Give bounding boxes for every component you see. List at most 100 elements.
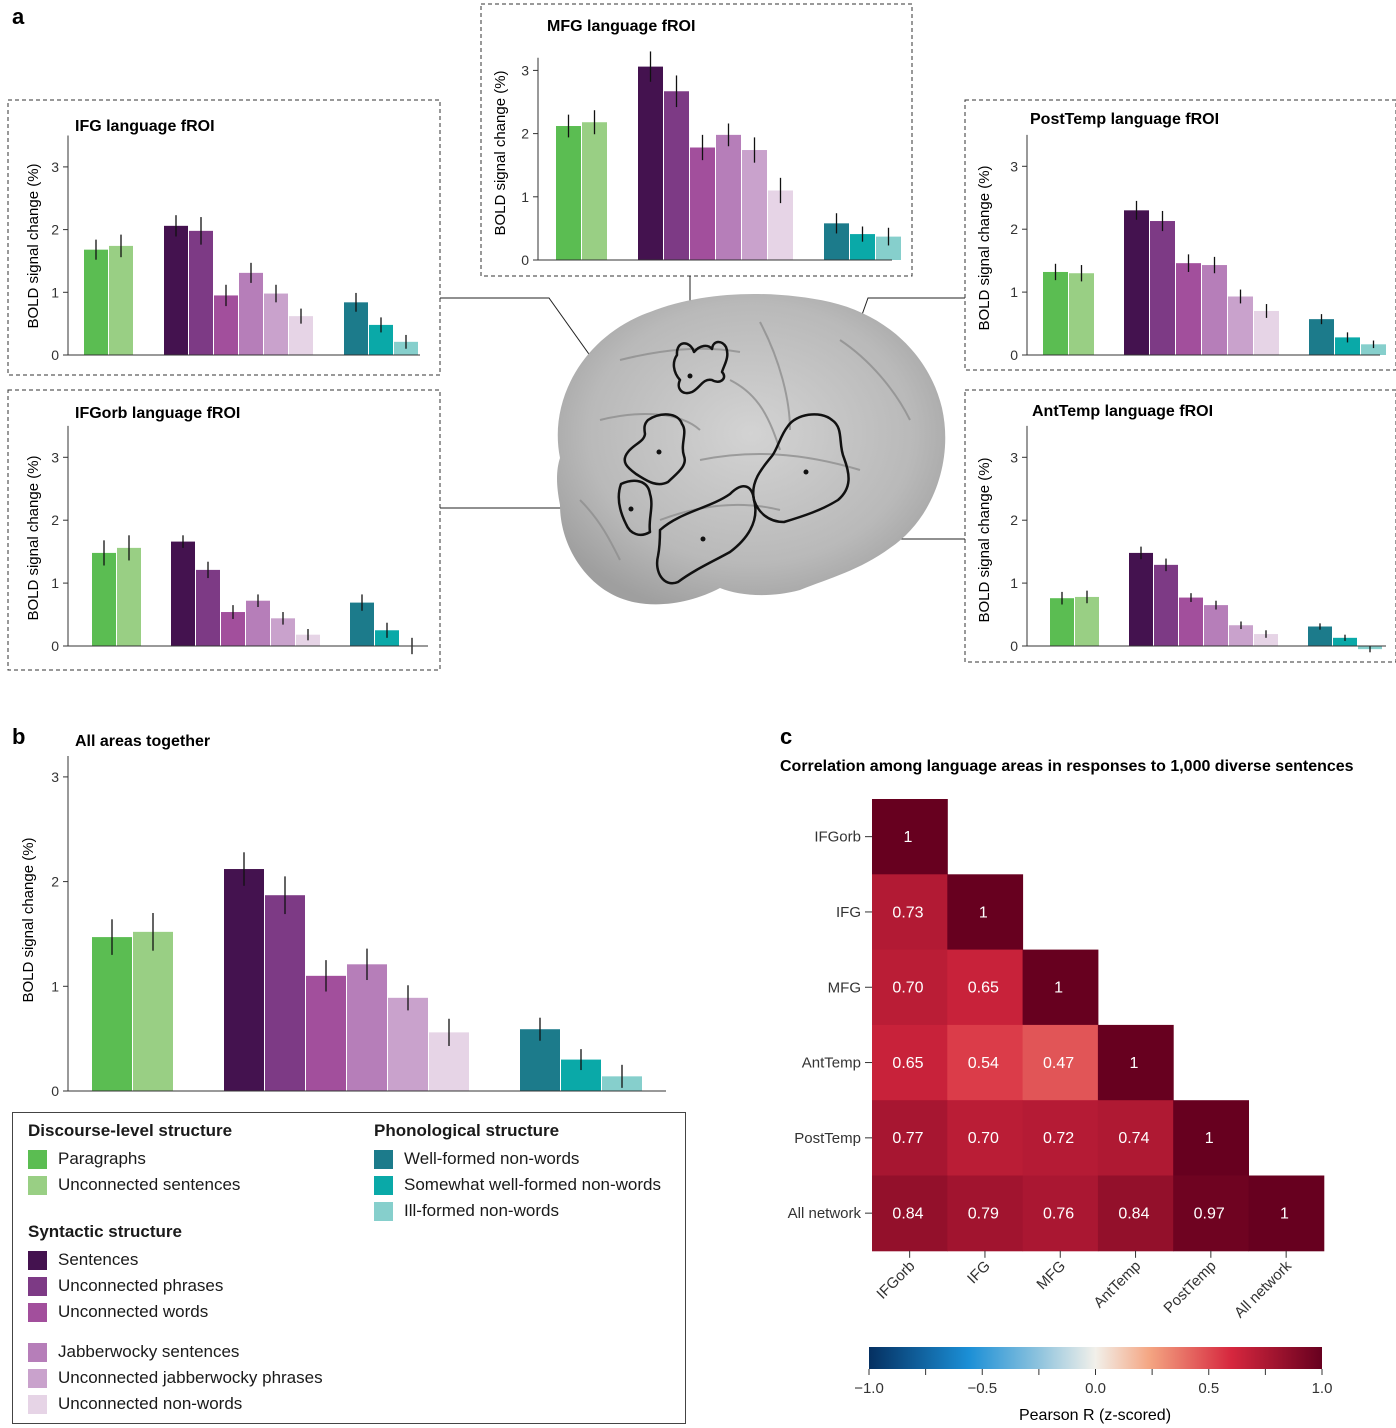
bar xyxy=(1309,319,1334,355)
y-tick-label: 3 xyxy=(1010,158,1018,174)
bar xyxy=(1254,310,1279,355)
legend-label: Unconnected phrases xyxy=(58,1276,224,1295)
heatmap-cell xyxy=(947,949,1024,1026)
bar xyxy=(664,91,689,260)
heatmap-cell xyxy=(947,1100,1024,1176)
bar xyxy=(556,126,581,261)
y-tick-label: 1 xyxy=(521,189,529,205)
y-tick-label: 3 xyxy=(1010,449,1018,465)
panel-label-b: b xyxy=(12,724,25,749)
heatmap-value: 0.65 xyxy=(892,1055,923,1072)
bar xyxy=(347,964,387,1091)
bar xyxy=(1154,564,1178,646)
y-tick-label: 2 xyxy=(51,222,59,238)
legend-item: Well-formed non-words xyxy=(374,1146,661,1172)
legend: Discourse-level structure Paragraphs Unc… xyxy=(12,1112,686,1424)
heatmap-cell xyxy=(1173,1175,1249,1252)
heatmap-y-label: PostTemp xyxy=(794,1130,861,1147)
legend-item: Unconnected words xyxy=(28,1299,323,1325)
heatmap-cell xyxy=(947,1175,1024,1252)
legend-label: Unconnected sentences xyxy=(58,1175,241,1194)
bar xyxy=(1069,273,1094,355)
chart-title: PostTemp language fROI xyxy=(1030,111,1219,128)
legend-item: Unconnected phrases xyxy=(28,1273,323,1299)
bar xyxy=(196,569,220,646)
heatmap-value: 1 xyxy=(1054,980,1063,997)
heatmap-cell xyxy=(1022,1100,1099,1176)
heatmap-cell xyxy=(872,799,948,875)
chart-ifgorb: IFGorb language fROI BOLD signal change … xyxy=(25,405,428,655)
bar xyxy=(239,272,263,355)
chart-title: All areas together xyxy=(75,733,210,750)
bar xyxy=(1204,605,1228,646)
heatmap-cell xyxy=(1097,1024,1174,1101)
legend-label: Jabberwocky sentences xyxy=(58,1342,240,1361)
bar xyxy=(1043,271,1068,355)
brain-illustration xyxy=(557,293,946,605)
legend-item: Sentences xyxy=(28,1247,323,1273)
chart-title: IFG language fROI xyxy=(75,118,215,135)
chart-all-areas: All areas together BOLD signal change (%… xyxy=(20,733,666,1099)
heatmap-value: 0.73 xyxy=(892,904,923,921)
heatmap-value: 1 xyxy=(904,829,913,846)
y-axis-label: BOLD signal change (%) xyxy=(976,165,993,330)
y-tick-label: 0 xyxy=(1010,638,1018,654)
y-tick-label: 2 xyxy=(521,126,529,142)
heatmap-y-label: IFG xyxy=(836,904,861,921)
heatmap-cell xyxy=(1022,1024,1099,1101)
heatmap-cell xyxy=(947,874,1024,951)
colorbar-tick-label: 1.0 xyxy=(1312,1380,1333,1397)
legend-item: Unconnected jabberwocky phrases xyxy=(28,1365,323,1391)
y-tick-label: 0 xyxy=(51,638,59,654)
bar xyxy=(117,547,141,646)
bar xyxy=(1254,634,1278,646)
legend-item: Unconnected non-words xyxy=(28,1391,323,1417)
heatmap-y-label: AntTemp xyxy=(802,1055,861,1072)
heatmap-cell xyxy=(872,1024,948,1101)
legend-swatch xyxy=(374,1149,393,1169)
y-tick-label: 3 xyxy=(51,449,59,465)
heatmap-y-label: All network xyxy=(788,1205,862,1222)
heatmap-value: 0.70 xyxy=(892,980,923,997)
heatmap-x-label: IFG xyxy=(964,1258,994,1288)
heatmap-value: 1 xyxy=(1205,1130,1214,1147)
bar xyxy=(1228,296,1253,355)
legend-label: Unconnected words xyxy=(58,1302,209,1321)
bar xyxy=(1129,552,1153,646)
heatmap-value: 0.84 xyxy=(1118,1206,1149,1223)
heatmap-value: 0.76 xyxy=(1043,1206,1074,1223)
legend-swatch xyxy=(28,1302,47,1322)
bar xyxy=(1333,637,1357,646)
y-tick-label: 2 xyxy=(51,874,59,890)
chart-title: IFGorb language fROI xyxy=(75,405,240,422)
legend-label: Unconnected non-words xyxy=(58,1394,243,1413)
chart-anttemp: AntTemp language fROI BOLD signal change… xyxy=(976,403,1386,654)
bar xyxy=(1075,596,1099,646)
heatmap-value: 1 xyxy=(1280,1206,1289,1223)
y-tick-label: 1 xyxy=(51,575,59,591)
heatmap-x-label: PostTemp xyxy=(1160,1258,1219,1317)
heatmap-cell xyxy=(872,1175,948,1252)
colorbar-tick-label: −1.0 xyxy=(854,1380,884,1397)
heatmap-value: 0.77 xyxy=(892,1130,923,1147)
heatmap-y-label: MFG xyxy=(828,979,861,996)
legend-swatch xyxy=(374,1175,393,1195)
heatmap-x-label: All network xyxy=(1231,1257,1295,1321)
heatmap-cell xyxy=(1022,1175,1099,1252)
legend-item: Paragraphs xyxy=(28,1146,240,1172)
chart-mfg: MFG language fROI BOLD signal change (%)… xyxy=(492,18,901,268)
legend-item: Somewhat well-formed non-words xyxy=(374,1172,661,1198)
y-axis-label: BOLD signal change (%) xyxy=(25,455,42,620)
legend-syntactic: Syntactic structure Sentences Unconnecte… xyxy=(28,1222,323,1417)
legend-swatch xyxy=(374,1201,393,1221)
y-tick-label: 0 xyxy=(51,347,59,363)
heatmap-cell xyxy=(1022,949,1099,1026)
legend-item: Unconnected sentences xyxy=(28,1172,240,1198)
chart-title: MFG language fROI xyxy=(547,18,695,35)
y-tick-label: 3 xyxy=(521,62,529,78)
heatmap-value: 0.84 xyxy=(892,1206,923,1223)
bar xyxy=(92,552,116,646)
heatmap-cell xyxy=(1097,1175,1174,1252)
colorbar-tick-label: 0.5 xyxy=(1198,1380,1219,1397)
heatmap-cell xyxy=(1097,1100,1174,1176)
